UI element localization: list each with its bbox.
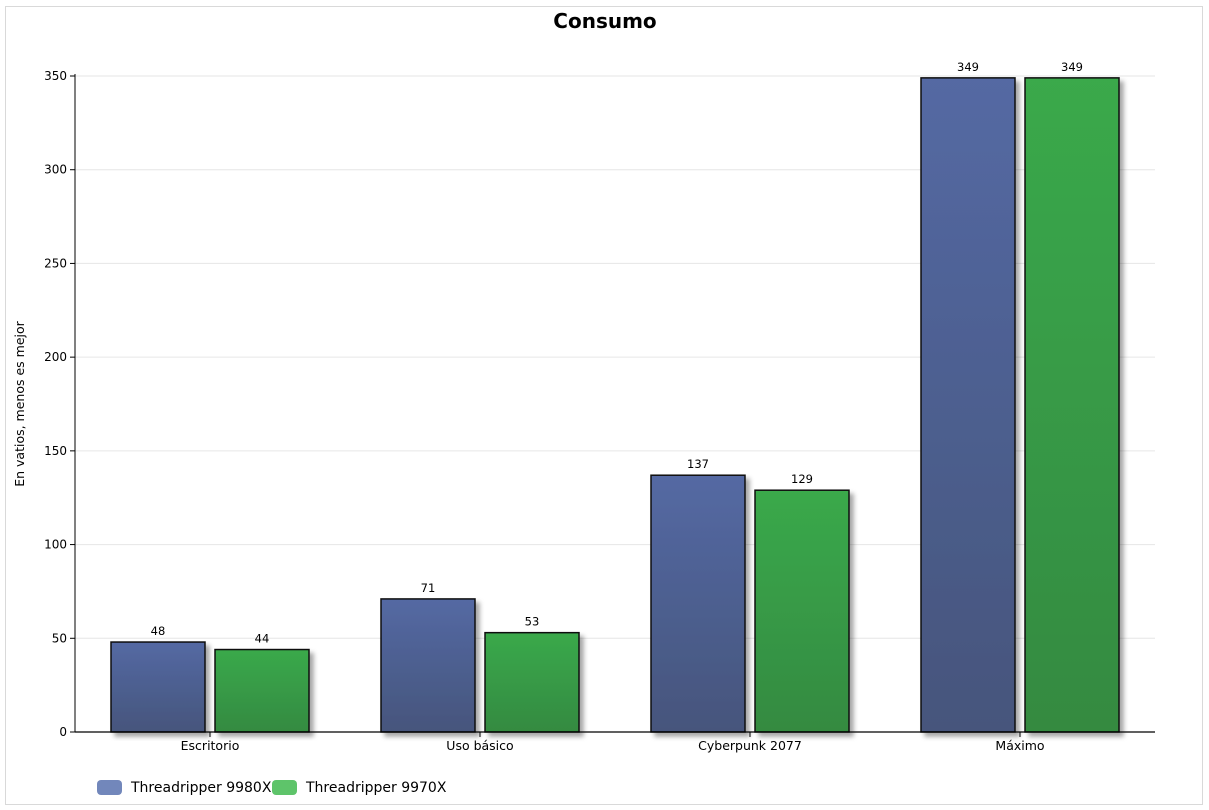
bar-9980x-2 [650, 474, 746, 733]
y-tick-label: 150 [44, 444, 67, 458]
legend-swatch [272, 780, 297, 795]
bars [110, 77, 1120, 733]
data-label: 137 [687, 457, 709, 471]
x-category-label: Escritorio [181, 738, 240, 753]
data-labels: 48 44 71 53 137 129 349 349 [151, 60, 1083, 646]
bar-9980x-0 [110, 641, 206, 733]
legend-item-9980x[interactable]: Threadripper 9980X [97, 780, 272, 796]
x-axis-labels: Escritorio Uso básico Cyberpunk 2077 Máximo [181, 732, 1045, 753]
y-tick-label: 100 [44, 538, 67, 552]
bar-9970x-1 [484, 631, 580, 733]
axes [74, 74, 1155, 733]
y-axis-title: En vatios, menos es mejor [12, 320, 27, 486]
legend-label: Threadripper 9970X [305, 780, 447, 796]
legend-swatch [97, 780, 122, 795]
x-category-label: Uso básico [446, 738, 513, 753]
x-category-label: Cyberpunk 2077 [698, 738, 802, 753]
y-tick-label: 200 [44, 350, 67, 364]
data-label: 129 [791, 472, 813, 486]
y-tick-label: 350 [44, 69, 67, 83]
data-label: 349 [957, 60, 979, 74]
bar-9970x-2 [754, 489, 850, 733]
bar-9970x-3 [1024, 77, 1120, 733]
y-tick-label: 300 [44, 163, 67, 177]
chart-title: Consumo [553, 9, 656, 33]
data-label: 44 [255, 632, 270, 646]
y-tick-label: 250 [44, 256, 67, 270]
data-label: 48 [151, 624, 166, 638]
y-tick-label: 0 [59, 725, 67, 739]
legend-item-9970x[interactable]: Threadripper 9970X [272, 780, 447, 796]
legend-label: Threadripper 9980X [130, 780, 272, 796]
data-label: 349 [1061, 60, 1083, 74]
y-axis-ticks: 0 50 100 150 200 250 300 350 [44, 69, 75, 739]
bar-9970x-0 [214, 648, 310, 733]
data-label: 71 [421, 581, 436, 595]
data-label: 53 [525, 615, 540, 629]
legend[interactable]: Threadripper 9980X Threadripper 9970X [97, 780, 447, 796]
bar-9980x-1 [380, 598, 476, 733]
bar-9980x-3 [920, 77, 1016, 733]
x-category-label: Máximo [995, 738, 1044, 753]
y-tick-label: 50 [52, 631, 67, 645]
